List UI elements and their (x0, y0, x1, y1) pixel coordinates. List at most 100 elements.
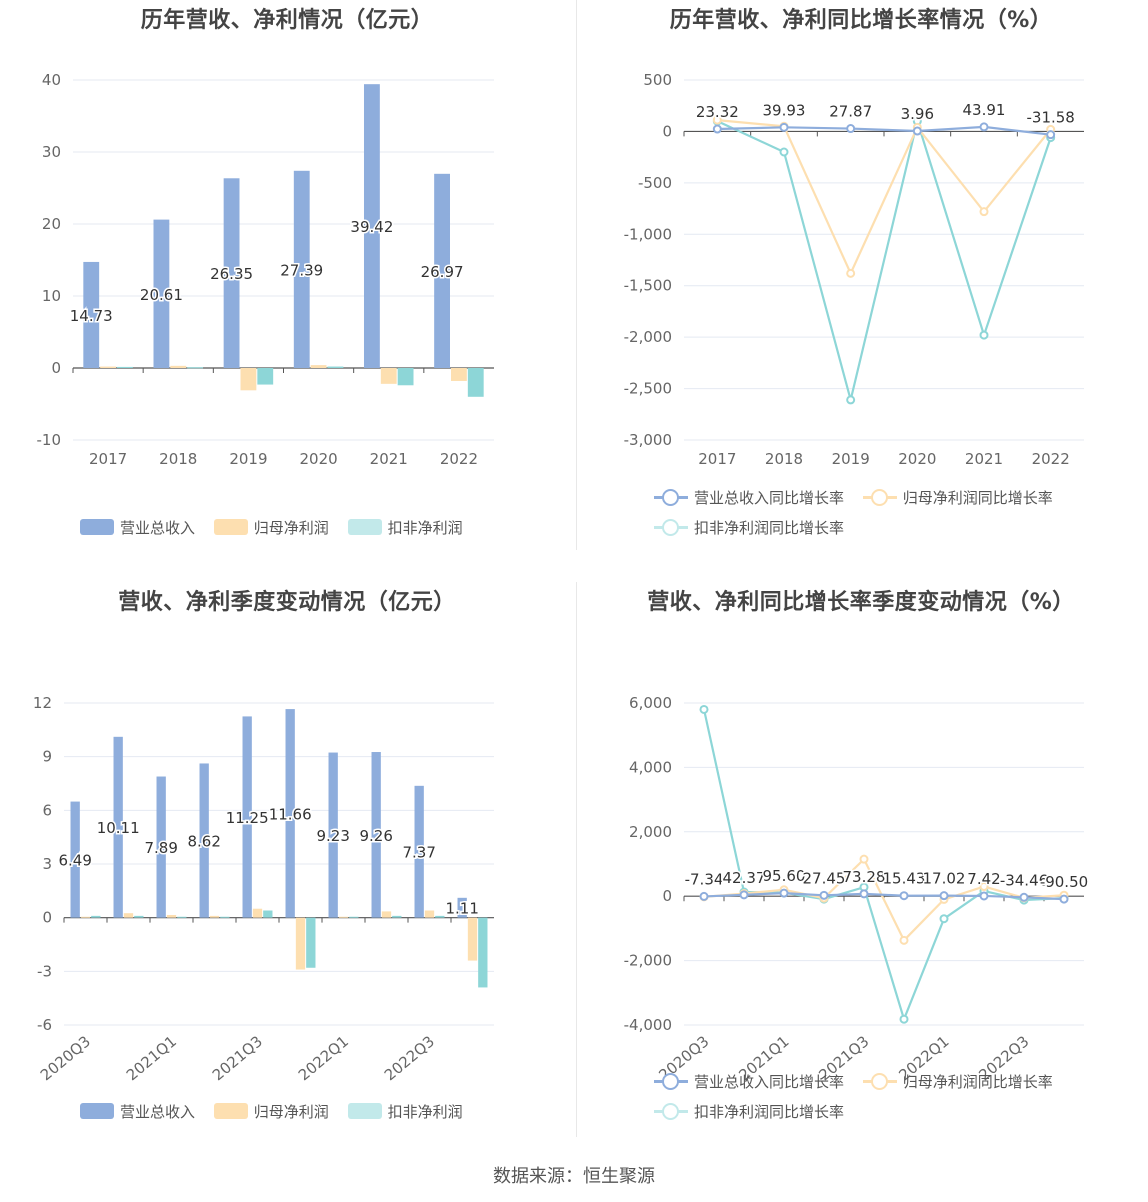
y-tick-label: -3,000 (624, 431, 672, 449)
data-point (846, 124, 856, 134)
data-point (979, 882, 989, 892)
y-tick-label: 20 (42, 215, 61, 233)
bar-value-label: 10.11 (97, 819, 140, 837)
bar (380, 368, 397, 384)
data-point (779, 147, 789, 157)
legend-swatch (80, 519, 114, 535)
y-tick-label: 3 (42, 855, 52, 873)
bar (257, 368, 274, 385)
data-point (979, 122, 989, 132)
series-line (716, 116, 1052, 401)
data-point (712, 124, 722, 134)
y-tick-label: -2,500 (624, 380, 672, 398)
point-value-label: -7.34 (685, 870, 724, 888)
bar (209, 915, 220, 918)
bar (170, 365, 187, 368)
legend-label: 营业总收入同比增长率 (694, 488, 845, 507)
legend-item-net-profit[interactable]: 归母净利润 (213, 512, 329, 542)
bar (457, 897, 467, 918)
data-point (939, 914, 949, 924)
bar-value-label: 9.23 (316, 827, 349, 845)
x-tick-label: 2017 (698, 450, 736, 468)
point-value-label: 23.32 (696, 103, 739, 121)
panel-divider (576, 582, 577, 1137)
bar (295, 917, 306, 970)
point-value-label: 17.02 (923, 870, 966, 888)
y-tick-label: 0 (42, 909, 52, 927)
legend-item-deducted-profit[interactable]: 扣非净利润 (347, 1096, 463, 1126)
series-line (717, 125, 1051, 136)
legend-item-revenue[interactable]: 营业总收入 (80, 512, 195, 542)
y-tick-label: 500 (643, 71, 672, 89)
bar (327, 366, 344, 368)
legend-item-revenue[interactable]: 营业总收入 (80, 1096, 195, 1126)
bar (134, 915, 144, 918)
point-value-label: -34.46 (1000, 871, 1048, 889)
legend-label: 扣非净利润同比增长率 (694, 1102, 845, 1121)
legend-label: 扣非净利润同比增长率 (694, 518, 845, 537)
bar-value-label: 11.66 (269, 805, 312, 823)
data-point (899, 1014, 909, 1024)
y-tick-label: 4,000 (629, 758, 672, 776)
bar-value-label: 7.37 (402, 844, 435, 862)
bar-value-label: 9.26 (359, 827, 392, 845)
x-tick-label: 2020Q3 (37, 1032, 94, 1084)
bar (83, 261, 100, 368)
x-tick-label: 2019 (229, 450, 267, 468)
legend-label: 归母净利润 (253, 518, 329, 537)
bar (113, 736, 123, 918)
legend-item-deducted-profit[interactable]: 扣非净利润 (347, 512, 463, 542)
bar (424, 910, 435, 918)
bar-value-label: 8.62 (187, 833, 220, 851)
y-tick-label: -10 (37, 431, 62, 449)
legend-label: 归母净利润同比增长率 (902, 1072, 1053, 1091)
point-value-label: 15.43 (883, 870, 926, 888)
bar (223, 178, 240, 368)
quarterly-growth-panel: 营收、净利同比增长率季度变动情况（%） -4,000 -2,000 0 2,000 4,… (574, 582, 1148, 1162)
bar (328, 752, 338, 918)
legend-item-deducted-profit-growth[interactable]: 扣非净利润同比增长率 (654, 512, 844, 542)
bar (242, 716, 252, 918)
legend-item-deducted-profit-growth[interactable]: 扣非净利润同比增长率 (654, 1096, 844, 1126)
data-point (779, 122, 789, 132)
point-value-label: 39.93 (763, 101, 806, 119)
annual-revenue-profit-panel: 历年营收、净利情况（亿元） -10 0 10 20 30 40 2017 2018 2019 20… (0, 0, 574, 580)
y-tick-label: 10 (42, 287, 61, 305)
point-value-label: -90.50 (1040, 873, 1088, 891)
bar-value-label: 7.89 (144, 839, 177, 857)
chart-title: 营收、净利季度变动情况（亿元） (118, 590, 456, 615)
legend-swatch (654, 519, 688, 536)
legend-swatch (347, 519, 382, 535)
legend-swatch (654, 489, 688, 506)
legend-item-revenue-growth[interactable]: 营业总收入同比增长率 (654, 1066, 844, 1096)
legend-swatch (213, 1103, 248, 1119)
data-source-note: 数据来源：恒生聚源 (493, 1166, 655, 1187)
y-tick-label: 2,000 (629, 823, 672, 841)
series-line (717, 119, 1052, 277)
legend-label: 归母净利润同比增长率 (902, 488, 1053, 507)
bar-value-label: 11.25 (226, 809, 269, 827)
annual-growth-chart: -3,000 -2,500 -2,000 -1,500 -1,000 -500 0 500 20… (624, 71, 1084, 468)
bar (434, 173, 450, 368)
data-point (979, 330, 989, 340)
y-tick-label: 40 (42, 71, 61, 89)
bar (371, 752, 381, 918)
y-tick-label: 9 (42, 748, 52, 766)
bar-value-label: 20.61 (140, 286, 183, 304)
y-tick-label: -3 (37, 962, 52, 980)
legend-item-revenue-growth[interactable]: 营业总收入同比增长率 (654, 482, 844, 512)
chart-legend: 营业总收入 归母净利润 扣非净利润 (80, 512, 520, 542)
point-value-label: 43.91 (963, 101, 1006, 119)
y-tick-label: 30 (42, 143, 61, 161)
series-line (702, 709, 1065, 1023)
legend-item-net-profit-growth[interactable]: 归母净利润同比增长率 (862, 482, 1053, 512)
bar (478, 917, 488, 988)
data-point (739, 890, 749, 900)
x-tick-label: 2021 (965, 450, 1003, 468)
data-point (939, 891, 949, 901)
bar (156, 776, 166, 918)
legend-item-net-profit[interactable]: 归母净利润 (213, 1096, 329, 1126)
chart-title: 营收、净利同比增长率季度变动情况（%） (647, 590, 1075, 615)
point-value-label: 42.37 (723, 869, 766, 887)
legend-item-net-profit-growth[interactable]: 归母净利润同比增长率 (862, 1066, 1053, 1096)
